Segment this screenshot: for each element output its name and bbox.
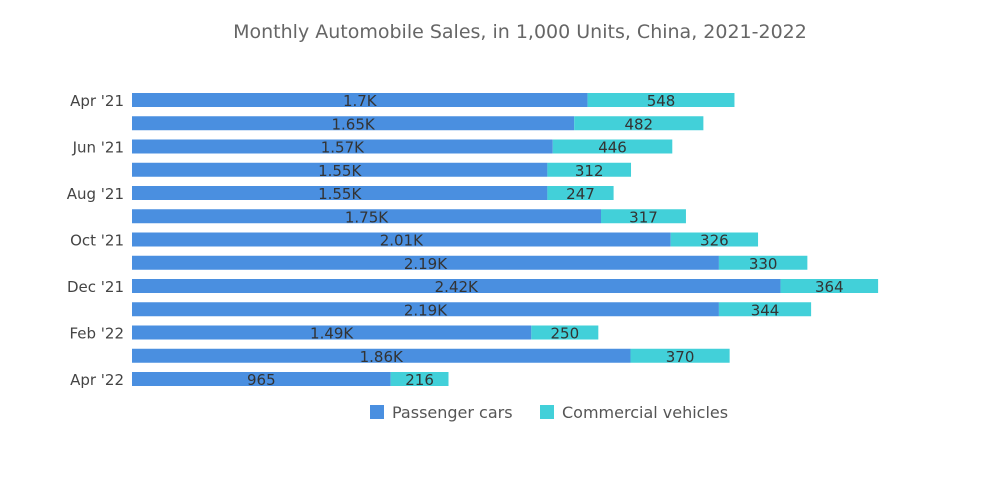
bar-passenger-cars[interactable] bbox=[132, 209, 601, 224]
data-label: 1.75K bbox=[345, 208, 389, 226]
data-label: 1.7K bbox=[343, 92, 378, 110]
data-label: 446 bbox=[598, 139, 627, 157]
bar-passenger-cars[interactable] bbox=[132, 162, 548, 177]
data-label: 2.19K bbox=[404, 301, 448, 319]
y-tick-label: Apr '22 bbox=[70, 371, 124, 389]
data-label: 326 bbox=[700, 232, 729, 250]
bar-passenger-cars[interactable] bbox=[132, 116, 575, 131]
y-tick-label: Feb '22 bbox=[69, 325, 124, 343]
bar-commercial-vehicles[interactable] bbox=[547, 162, 632, 177]
legend-swatch-commercial-vehicles bbox=[540, 405, 554, 419]
data-label: 2.42K bbox=[435, 278, 479, 296]
data-label: 344 bbox=[751, 301, 780, 319]
y-tick-label: Dec '21 bbox=[67, 278, 124, 296]
bar-passenger-cars[interactable] bbox=[132, 325, 532, 340]
bar-commercial-vehicles[interactable] bbox=[718, 302, 812, 317]
data-label: 2.19K bbox=[404, 255, 448, 273]
legend: Passenger cars Commercial vehicles bbox=[370, 403, 728, 422]
bar-commercial-vehicles[interactable] bbox=[531, 325, 599, 340]
chart-title: Monthly Automobile Sales, in 1,000 Units… bbox=[233, 21, 807, 43]
data-label: 1.55K bbox=[318, 162, 362, 180]
data-label: 1.57K bbox=[321, 139, 365, 157]
bar-passenger-cars[interactable] bbox=[132, 255, 719, 270]
bar-passenger-cars[interactable] bbox=[132, 279, 781, 293]
bar-passenger-cars[interactable] bbox=[132, 372, 391, 386]
data-label: 247 bbox=[566, 185, 595, 203]
bar-commercial-vehicles[interactable] bbox=[780, 279, 879, 293]
data-label: 1.86K bbox=[360, 348, 404, 366]
bar-commercial-vehicles[interactable] bbox=[670, 232, 759, 247]
bar-passenger-cars[interactable] bbox=[132, 186, 548, 200]
data-label: 1.49K bbox=[310, 325, 354, 343]
bar-commercial-vehicles[interactable] bbox=[587, 93, 735, 107]
bar-commercial-vehicles[interactable] bbox=[552, 139, 673, 154]
bar-commercial-vehicles[interactable] bbox=[547, 186, 614, 200]
data-label: 312 bbox=[575, 162, 604, 180]
bar-commercial-vehicles[interactable] bbox=[718, 255, 808, 270]
bar-commercial-vehicles[interactable] bbox=[574, 116, 704, 131]
bar-commercial-vehicles[interactable] bbox=[630, 348, 730, 363]
legend-label-commercial-vehicles[interactable]: Commercial vehicles bbox=[562, 403, 728, 422]
bar-passenger-cars[interactable] bbox=[132, 302, 719, 317]
data-label: 330 bbox=[749, 255, 778, 273]
y-axis-tick-labels: Apr '21 Jun '21 Aug '21 Oct '21 Dec '21 Feb '… bbox=[67, 92, 124, 389]
bars-group: 1.7K 548 1.65K 482 1.57K 446 1.55K 312 1.55K 247 1… bbox=[132, 92, 879, 389]
bar-commercial-vehicles[interactable] bbox=[601, 209, 686, 224]
data-label: 1.65K bbox=[331, 115, 375, 133]
data-label: 1.55K bbox=[318, 185, 362, 203]
bar-passenger-cars[interactable] bbox=[132, 232, 671, 247]
data-label: 364 bbox=[815, 278, 844, 296]
data-label: 216 bbox=[405, 371, 434, 389]
bar-passenger-cars[interactable] bbox=[132, 139, 553, 154]
data-label: 548 bbox=[647, 92, 676, 110]
y-tick-label: Oct '21 bbox=[70, 232, 124, 250]
legend-label-passenger-cars[interactable]: Passenger cars bbox=[392, 403, 513, 422]
data-label: 317 bbox=[629, 208, 658, 226]
data-label: 965 bbox=[247, 371, 276, 389]
bar-commercial-vehicles[interactable] bbox=[390, 372, 449, 386]
data-label: 250 bbox=[550, 325, 579, 343]
data-label: 370 bbox=[666, 348, 695, 366]
bar-passenger-cars[interactable] bbox=[132, 348, 631, 363]
legend-swatch-passenger-cars bbox=[370, 405, 384, 419]
data-label: 482 bbox=[624, 115, 653, 133]
y-tick-label: Jun '21 bbox=[72, 139, 124, 157]
bar-passenger-cars[interactable] bbox=[132, 93, 588, 107]
y-tick-label: Apr '21 bbox=[70, 92, 124, 110]
y-tick-label: Aug '21 bbox=[67, 185, 124, 203]
data-label: 2.01K bbox=[380, 232, 424, 250]
